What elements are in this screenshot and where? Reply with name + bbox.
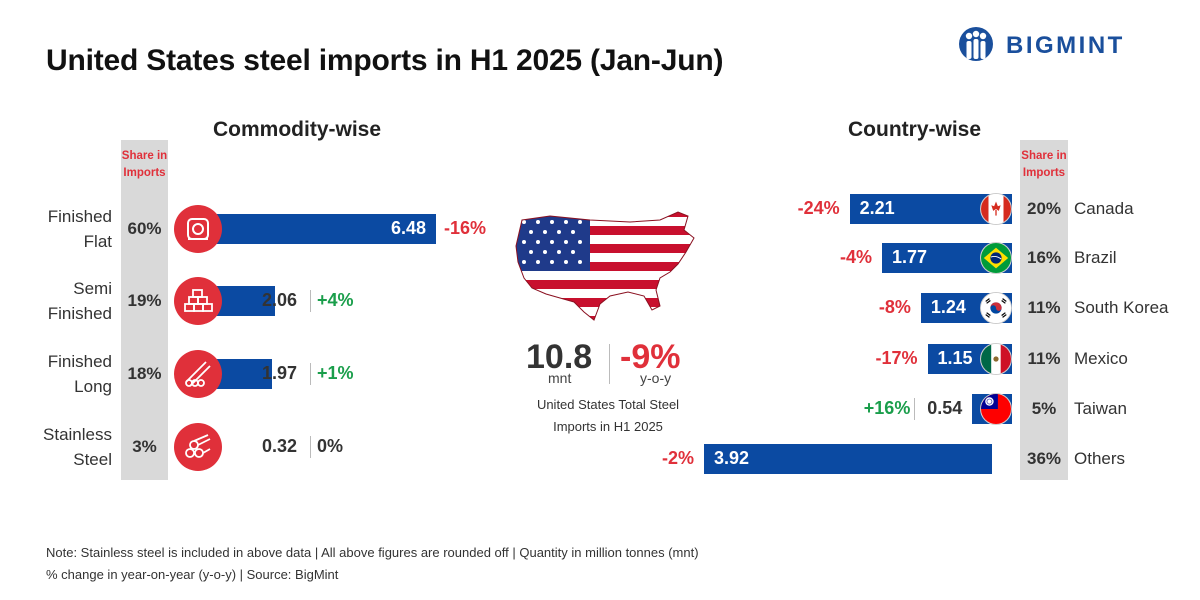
country-name: Brazil — [1074, 248, 1117, 267]
country-name: Mexico — [1074, 349, 1128, 368]
logo-text: BIGMINT — [1006, 32, 1125, 59]
commodity-label-line: Long — [74, 377, 112, 396]
country-bar-value: 0.54 — [927, 398, 963, 418]
footnote-line: % change in year-on-year (y-o-y) | Sourc… — [46, 567, 339, 582]
value-separator — [914, 398, 916, 420]
country-share-value: 5% — [1031, 399, 1057, 418]
value-separator — [310, 363, 311, 385]
brazil-flag-icon — [980, 242, 1012, 274]
commodity-label: Stainless Steel — [43, 422, 112, 472]
commodity-label: Finished Flat — [48, 204, 112, 254]
country-name: Others — [1074, 449, 1126, 468]
country-name: Canada — [1074, 199, 1134, 218]
total-imports-description: United States Total Steel Imports in H1 … — [520, 394, 696, 438]
country-yoy-change: -24% — [797, 198, 840, 218]
commodity-yoy-change: +1% — [317, 363, 354, 383]
mexico-flag-icon — [980, 343, 1012, 375]
canada-flag-icon — [980, 193, 1012, 225]
commodity-share-value: 60% — [127, 219, 162, 238]
commodity-label-line: Steel — [73, 450, 112, 469]
country-share-value: 11% — [1027, 349, 1061, 368]
commodity-label-line: Semi — [73, 279, 112, 298]
country-bar-value: 3.92 — [714, 448, 750, 468]
description-line: Imports in H1 2025 — [553, 419, 663, 434]
commodity-label: Finished Long — [48, 349, 112, 399]
share-header-line: Imports — [123, 167, 166, 179]
country-bar-value: 1.24 — [930, 297, 966, 317]
country-yoy-change: -17% — [875, 348, 918, 368]
value-separator — [310, 290, 311, 312]
commodity-share-value: 18% — [127, 364, 162, 383]
country-yoy-change: -2% — [661, 448, 694, 468]
coil-icon — [174, 205, 222, 253]
country-share-value: 16% — [1026, 248, 1062, 267]
commodity-bar-value: 6.48 — [390, 218, 426, 238]
value-separator — [310, 436, 311, 458]
commodity-bar-value: 2.06 — [262, 290, 298, 310]
country-bar-value: 2.21 — [859, 198, 895, 218]
share-header-line: Imports — [1022, 167, 1066, 179]
commodity-bar-value: 1.97 — [262, 363, 298, 383]
commodity-bar — [200, 214, 436, 244]
total-divider — [609, 344, 610, 384]
country-share-value: 11% — [1027, 298, 1061, 317]
commodity-yoy-change: +4% — [317, 290, 354, 310]
commodity-yoy-change: 0% — [317, 436, 344, 456]
footnote-line: Note: Stainless steel is included in abo… — [46, 545, 699, 560]
country-bar-value: 1.77 — [891, 247, 927, 267]
description-line: United States Total Steel — [536, 397, 680, 412]
country-share-header: Share in Imports — [1020, 148, 1068, 182]
commodity-label-line: Finished — [47, 304, 112, 323]
commodity-label-line: Finished — [47, 207, 112, 226]
page-title: United States steel imports in H1 2025 (… — [46, 44, 724, 77]
bigmint-logo-icon — [959, 27, 993, 61]
commodity-label-line: Stainless — [43, 425, 112, 444]
commodity-label-line: Finished — [47, 352, 112, 371]
country-share-value: 20% — [1026, 199, 1062, 218]
commodity-bar-value: 0.32 — [262, 436, 298, 456]
country-share-value: 36% — [1026, 449, 1062, 468]
country-yoy-change: +16% — [863, 398, 911, 418]
bigmint-logo: BIGMINT — [958, 26, 1158, 66]
commodity-label: Semi Finished — [48, 276, 112, 326]
country-yoy-change: -4% — [839, 247, 872, 267]
commodity-share-value: 3% — [132, 437, 157, 456]
country-bar — [704, 444, 992, 474]
country-section-title: Country-wise — [848, 118, 982, 141]
commodity-section-title: Commodity-wise — [213, 118, 382, 141]
commodity-share-column: Share in Imports — [121, 140, 168, 480]
us-flag-map-icon — [515, 211, 695, 321]
country-bar-value: 1.15 — [937, 348, 973, 368]
country-name: South Korea — [1074, 298, 1169, 317]
commodity-label-line: Flat — [83, 232, 112, 251]
bars-icon — [174, 350, 222, 398]
pipes-icon — [174, 423, 222, 471]
billets-icon — [174, 277, 222, 325]
country-share-column: Share in Imports — [1020, 140, 1068, 480]
total-imports-value: 10.8 — [526, 338, 593, 376]
commodity-yoy-change: -16% — [444, 218, 487, 238]
total-imports-unit: mnt — [548, 370, 572, 386]
country-name: Taiwan — [1074, 399, 1127, 418]
country-yoy-change: -8% — [878, 297, 911, 317]
share-header-line: Share in — [1021, 150, 1067, 162]
share-header-line: Share in — [121, 150, 168, 162]
footnote: Note: Stainless steel is included in abo… — [46, 542, 699, 586]
taiwan-flag-icon — [980, 393, 1012, 425]
south-korea-flag-icon — [980, 292, 1012, 324]
total-yoy-change: -9% — [620, 338, 681, 376]
commodity-share-header: Share in Imports — [121, 148, 168, 182]
total-yoy-label: y-o-y — [640, 370, 672, 386]
commodity-share-value: 19% — [127, 291, 162, 310]
